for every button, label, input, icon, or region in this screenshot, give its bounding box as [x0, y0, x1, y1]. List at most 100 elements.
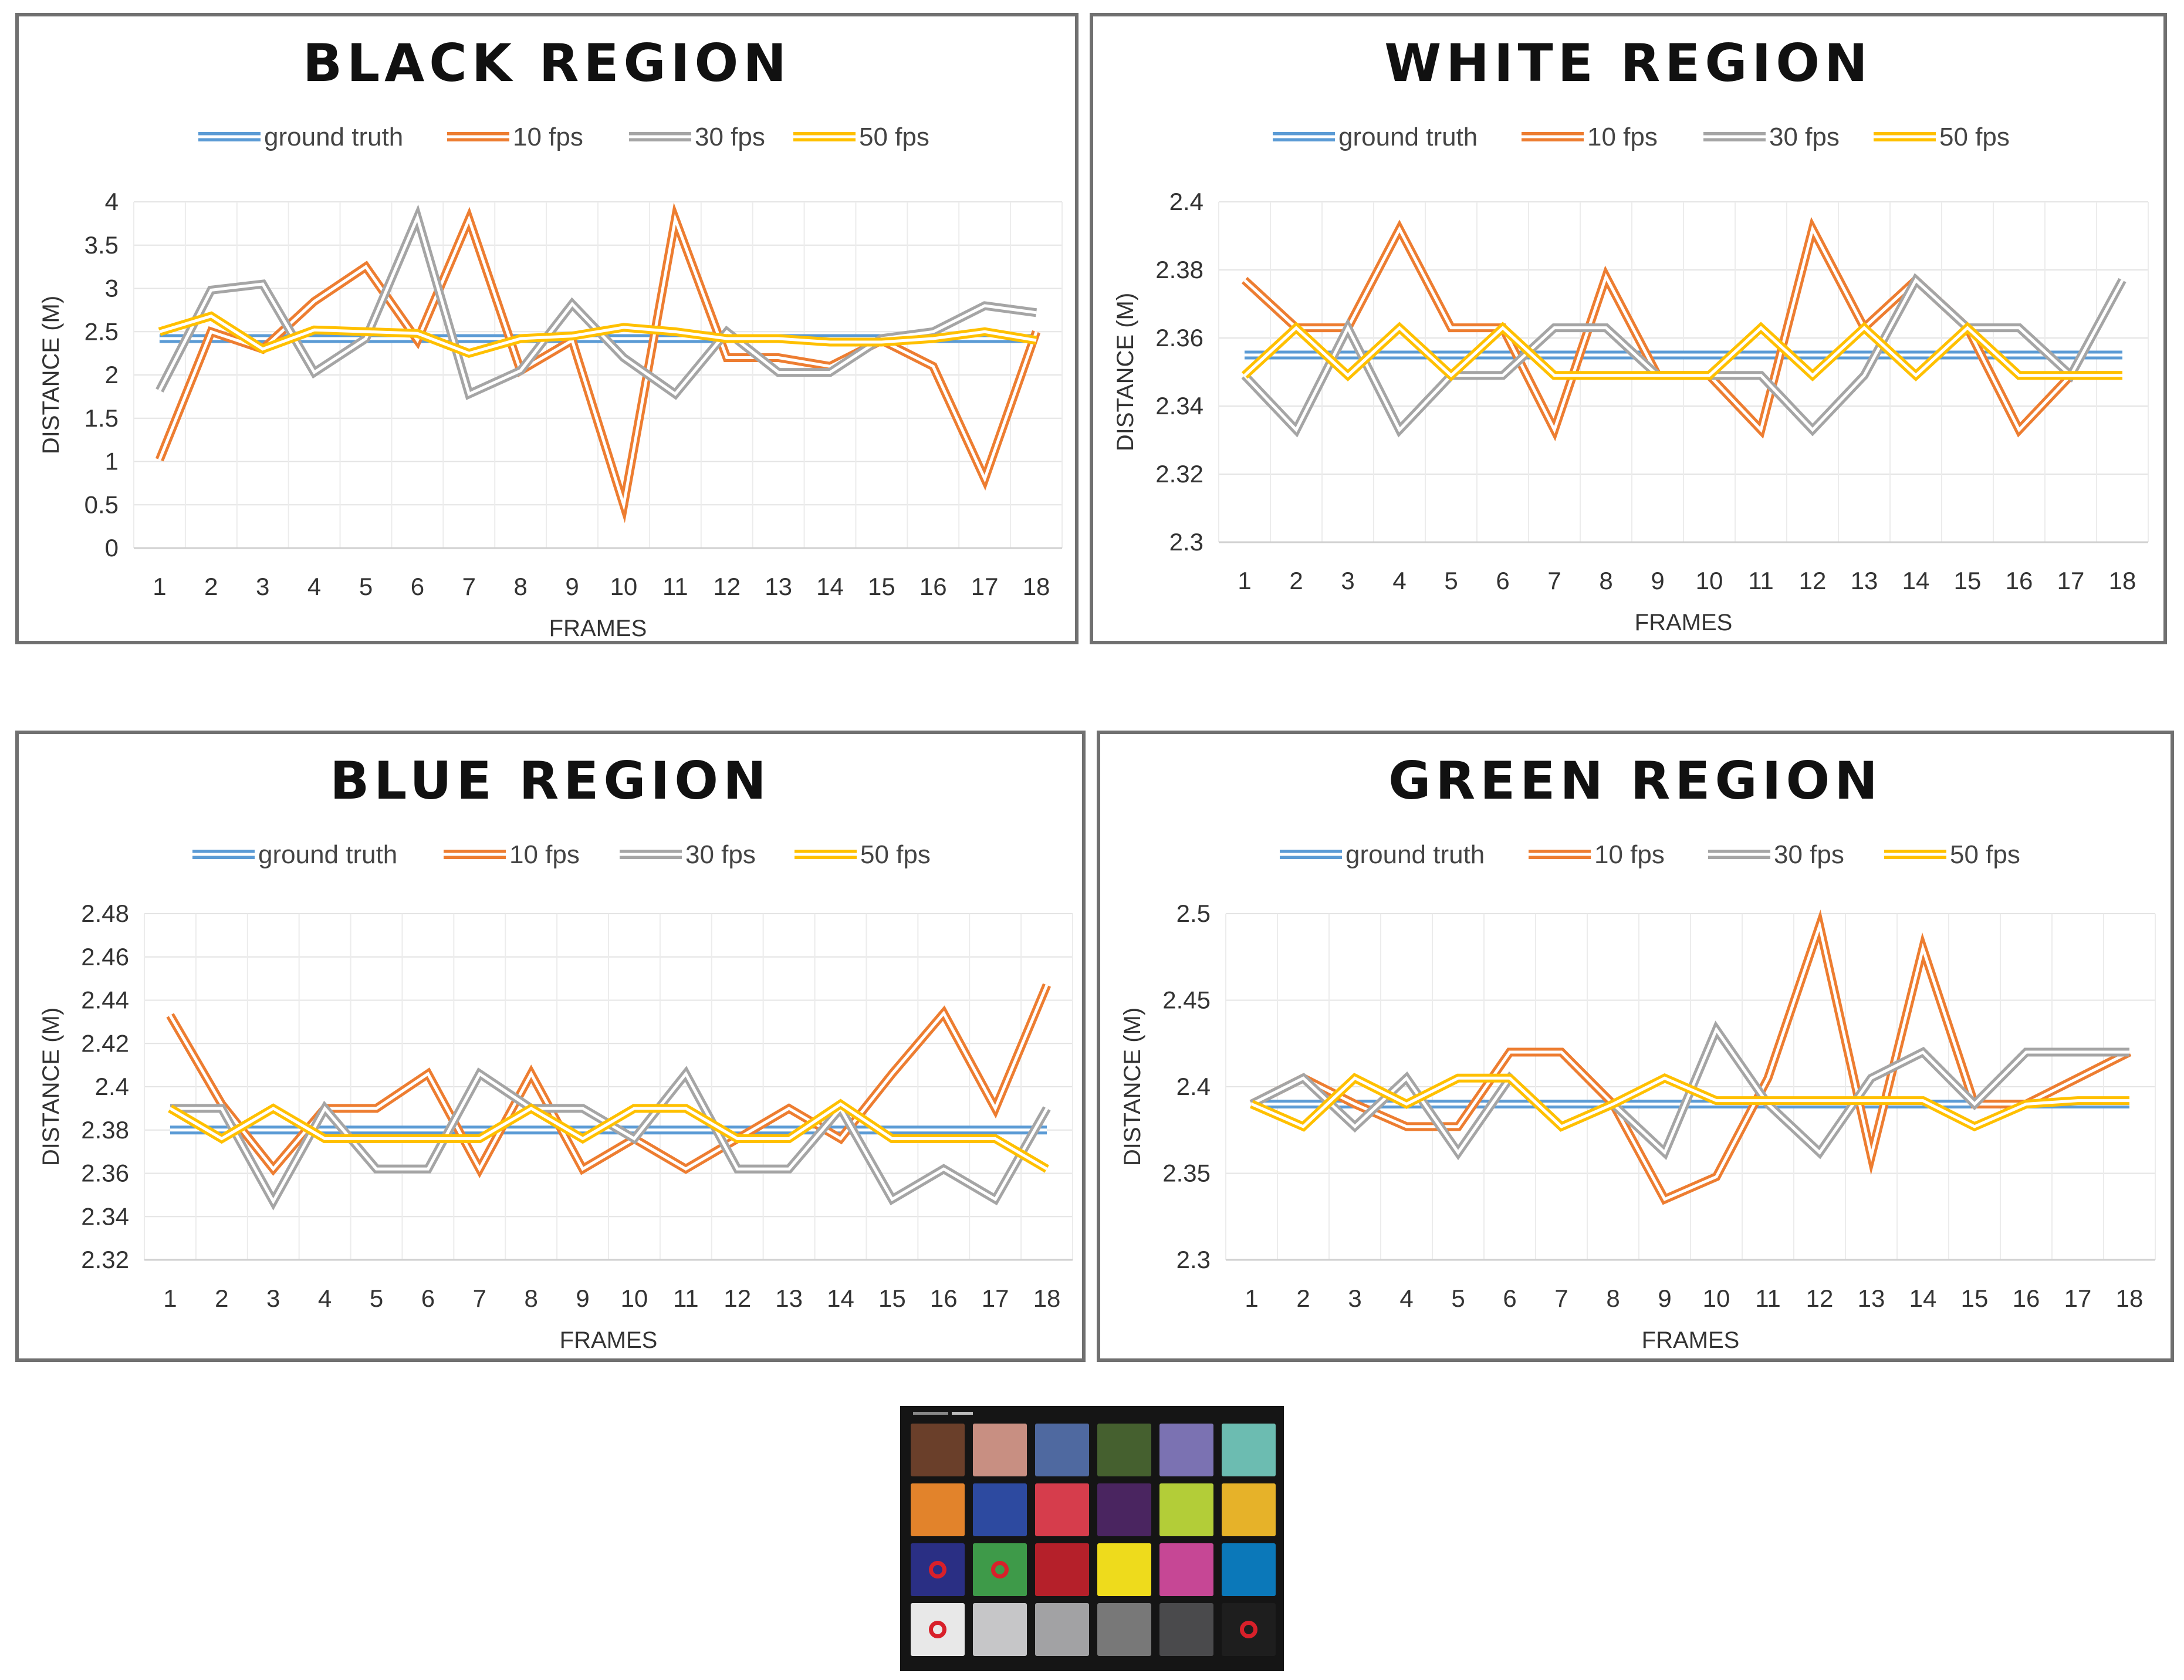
- data-point: [468, 393, 469, 394]
- legend-label: ground truth: [1338, 123, 1478, 151]
- y-tick-label: 4: [105, 188, 119, 215]
- data-point: [737, 1138, 738, 1140]
- measurement-marker-icon: [929, 1561, 946, 1578]
- y-tick-label: 2.34: [1155, 392, 1203, 420]
- series-50-fps: [168, 1098, 1049, 1173]
- color-swatch: [1097, 1543, 1151, 1596]
- data-point: [623, 357, 624, 359]
- data-point: [623, 327, 624, 328]
- x-tick-label: 14: [1902, 567, 1930, 594]
- data-point: [1974, 1126, 1975, 1127]
- x-tick-label: 13: [1858, 1284, 1885, 1312]
- data-point: [778, 372, 779, 373]
- x-tick-label: 4: [307, 573, 321, 600]
- legend-label: 10 fps: [509, 840, 580, 869]
- legend-label: 50 fps: [1950, 840, 2020, 869]
- y-tick-label: 2.4: [95, 1073, 129, 1100]
- x-tick-label: 15: [1954, 567, 1982, 594]
- data-point: [170, 1015, 171, 1016]
- x-tick-label: 5: [1451, 1284, 1465, 1312]
- x-tick-label: 16: [919, 573, 947, 600]
- legend-item-10-fps: 10 fps: [1522, 123, 1658, 151]
- data-point: [427, 1130, 428, 1131]
- x-tick-label: 10: [610, 573, 638, 600]
- data-point: [1561, 1126, 1562, 1127]
- data-point: [789, 1108, 790, 1109]
- data-point: [582, 1168, 583, 1169]
- color-swatch: [1035, 1603, 1089, 1656]
- data-point: [582, 1130, 583, 1131]
- data-point: [1046, 985, 1047, 986]
- data-point: [1399, 354, 1400, 356]
- color-swatch: [1035, 1424, 1089, 1476]
- data-point: [1657, 354, 1658, 356]
- data-point: [468, 219, 469, 220]
- data-point: [1664, 1152, 1665, 1153]
- legend-label: 30 fps: [685, 840, 756, 869]
- data-point: [376, 1130, 377, 1131]
- series-line-core: [1251, 1076, 2129, 1128]
- y-tick-label: 2.3: [1169, 528, 1203, 556]
- data-point: [1915, 279, 1916, 280]
- series-50-fps: [1250, 1073, 2129, 1132]
- data-point: [634, 1130, 635, 1131]
- color-swatch: [911, 1424, 965, 1476]
- data-point: [1819, 1152, 1820, 1153]
- data-point: [1354, 1126, 1355, 1127]
- x-tick-label: 6: [1496, 567, 1509, 594]
- data-point: [891, 1199, 892, 1200]
- data-point: [1347, 327, 1348, 329]
- chart-title: BLACK REGION: [303, 33, 791, 93]
- data-point: [675, 338, 676, 339]
- data-point: [778, 357, 779, 359]
- x-tick-label: 7: [473, 1284, 486, 1312]
- x-tick-label: 1: [163, 1284, 177, 1312]
- data-point: [891, 1130, 892, 1131]
- data-point: [2019, 375, 2020, 376]
- legend-label: 30 fps: [1769, 123, 1840, 151]
- data-point: [1819, 925, 1820, 927]
- data-point: [1915, 354, 1916, 356]
- data-point: [1760, 430, 1762, 431]
- data-point: [314, 329, 315, 330]
- chart-title: GREEN REGION: [1388, 751, 1882, 811]
- data-point: [1046, 1168, 1047, 1169]
- x-tick-label: 10: [1696, 567, 1723, 594]
- data-point: [1716, 1176, 1717, 1177]
- y-tick-label: 2.35: [1162, 1160, 1211, 1187]
- data-point: [170, 1108, 171, 1109]
- x-tick-label: 2: [215, 1284, 228, 1312]
- legend-label: 10 fps: [513, 123, 583, 151]
- series-line-core: [159, 314, 1037, 355]
- data-point: [1251, 1104, 1252, 1105]
- white-region-plot: WHITE REGION ground truth 10 fps 30 fps 50 f…: [1113, 33, 2149, 636]
- data-point: [1458, 1126, 1459, 1127]
- x-tick-label: 8: [524, 1284, 537, 1312]
- x-tick-label: 16: [930, 1284, 958, 1312]
- data-point: [1509, 1052, 1510, 1053]
- data-point: [1767, 1077, 1769, 1079]
- data-point: [479, 1138, 480, 1140]
- data-point: [1967, 354, 1968, 356]
- data-point: [2077, 1077, 2078, 1079]
- legend-label: 30 fps: [695, 123, 765, 151]
- data-point: [1451, 327, 1452, 329]
- legend-item-50-fps: 50 fps: [795, 840, 931, 869]
- y-tick-label: 2.5: [84, 317, 119, 345]
- data-point: [1561, 1052, 1562, 1053]
- data-point: [1922, 1100, 1923, 1101]
- legend-item-50-fps: 50 fps: [1884, 840, 2020, 869]
- data-point: [1296, 327, 1297, 329]
- data-point: [984, 331, 985, 332]
- black-region-chart: BLACK REGION ground truth 10 fps 30 fps 50 f…: [15, 13, 1079, 644]
- x-tick-label: 4: [1392, 567, 1406, 594]
- x-tick-label: 12: [724, 1284, 751, 1312]
- white-region-chart: WHITE REGION ground truth 10 fps 30 fps 50 f…: [1090, 13, 2167, 644]
- data-point: [1709, 375, 1710, 376]
- data-point: [273, 1201, 274, 1202]
- legend-item-10-fps: 10 fps: [447, 123, 583, 151]
- x-tick-label: 18: [2116, 1284, 2144, 1312]
- data-point: [623, 338, 624, 339]
- green-region-plot: GREEN REGION ground truth 10 fps 30 fps 50 f…: [1120, 751, 2156, 1353]
- x-tick-label: 15: [1961, 1284, 1989, 1312]
